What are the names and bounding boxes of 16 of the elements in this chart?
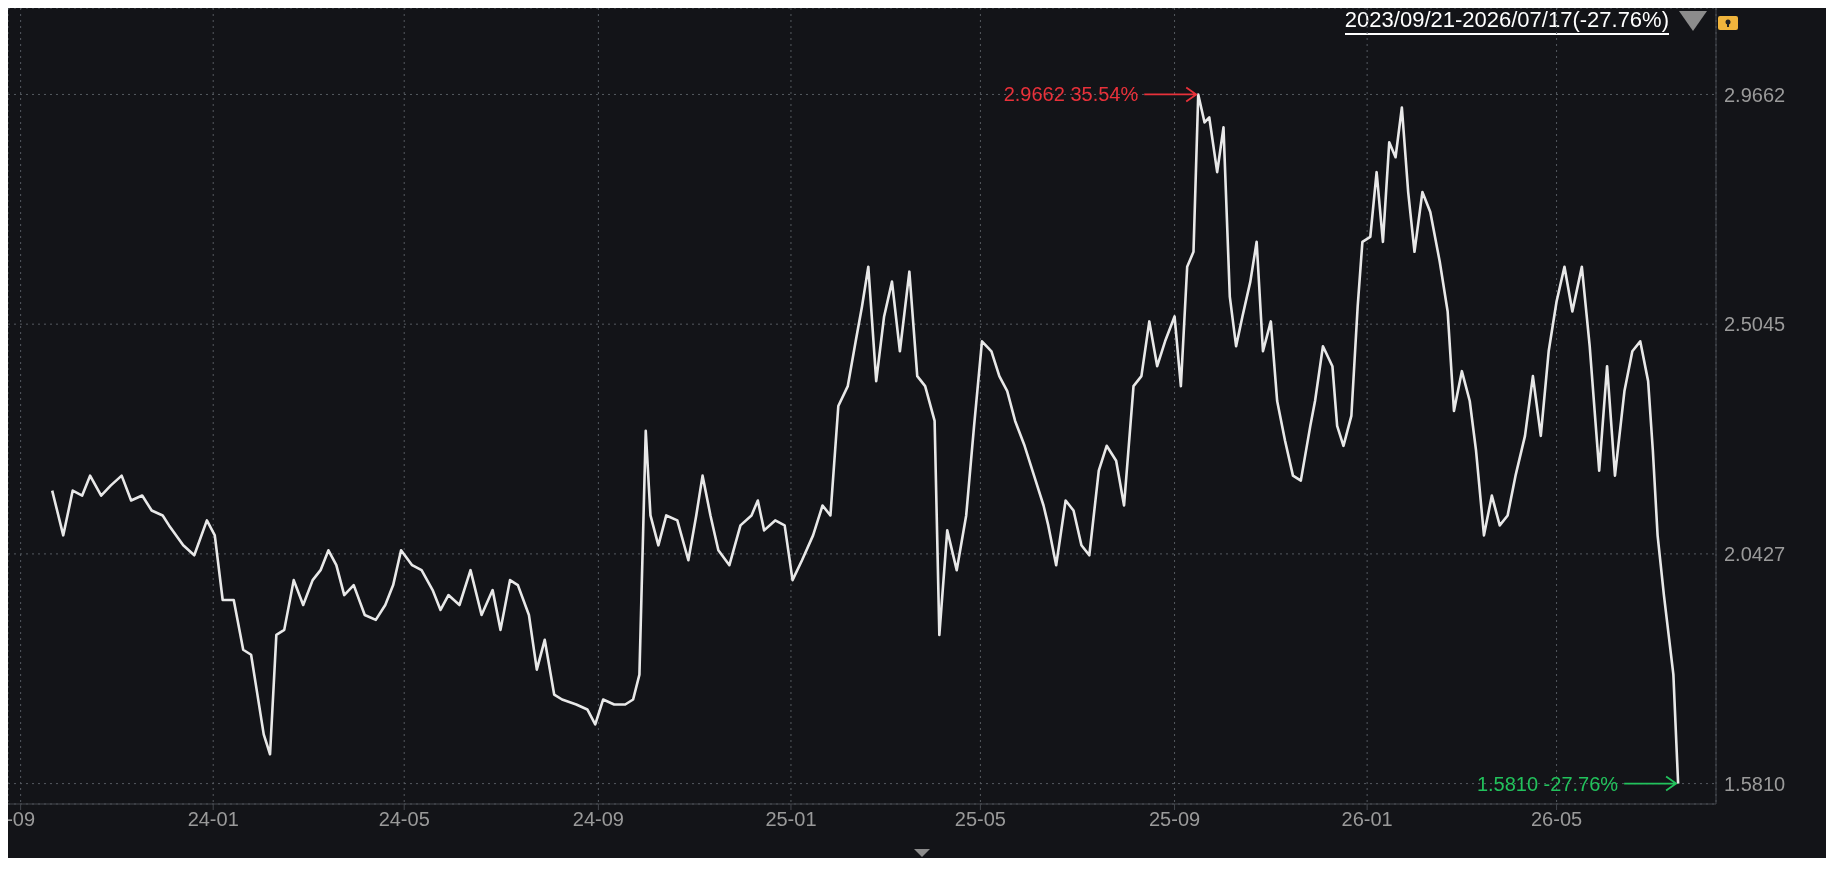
x-tick-label: 25-01 [765, 808, 817, 831]
x-tick-label: 26-01 [1341, 808, 1393, 831]
x-tick-label: 24-09 [572, 808, 624, 831]
x-tick-label: 25-09 [1148, 808, 1201, 831]
annotation: 2.9662 35.54% [1003, 83, 1139, 106]
x-tick-label: -09 [6, 808, 36, 831]
annotation: 1.5810 -27.76% [1476, 772, 1619, 795]
y-tick-label: 2.5045 [1724, 313, 1786, 336]
x-tick-label: 24-01 [187, 808, 239, 831]
x-tick-label: 26-05 [1530, 808, 1583, 831]
x-tick-label: 25-05 [954, 808, 1006, 831]
y-tick-label: 2.9662 [1724, 83, 1786, 106]
y-tick-label: 1.5810 [1724, 772, 1786, 795]
chart-title: 2023/09/21-2026/07/17(-27.76%) [1344, 7, 1669, 35]
y-tick-label: 2.0427 [1724, 543, 1786, 566]
x-tick-label: 24-05 [378, 808, 430, 831]
